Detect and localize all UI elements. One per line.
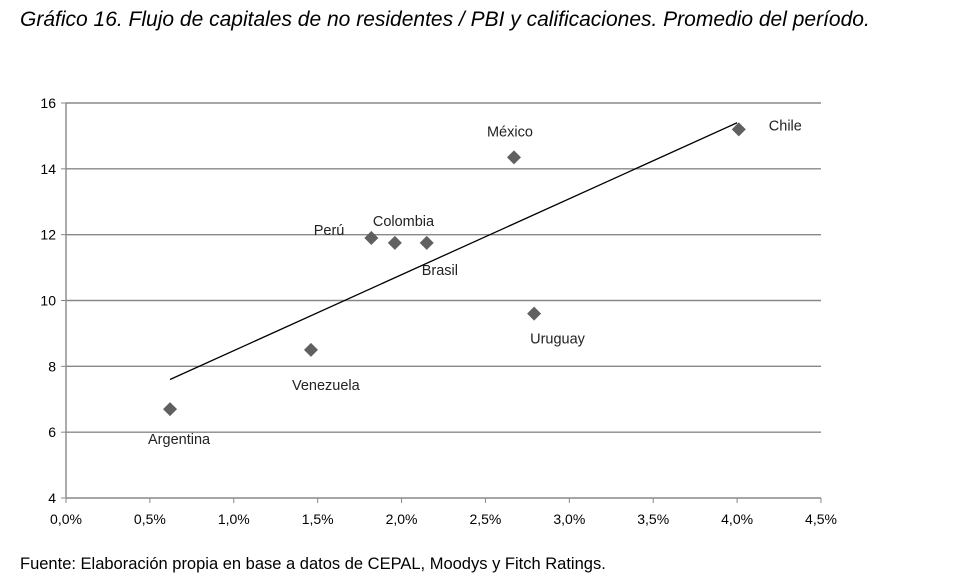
x-tick-label: 2,0% (386, 511, 418, 527)
x-tick-label: 3,0% (553, 511, 585, 527)
point-label: Colombia (373, 214, 435, 230)
point-label: Brasil (422, 263, 458, 279)
data-point-peru (364, 230, 379, 245)
y-tick-label: 14 (40, 161, 56, 177)
point-label: Chile (769, 118, 802, 134)
point-label: Uruguay (530, 332, 586, 348)
data-point-argentina (163, 402, 178, 417)
x-tick-label: 0,0% (50, 511, 82, 527)
data-point-brasil (419, 235, 434, 250)
y-tick-label: 10 (40, 293, 56, 309)
point-label: Perú (314, 223, 345, 239)
y-tick-label: 6 (48, 424, 56, 440)
point-label: Venezuela (292, 378, 361, 394)
data-point-mexico (506, 150, 521, 165)
point-label: México (487, 124, 533, 140)
x-tick-label: 0,5% (134, 511, 166, 527)
x-tick-label: 2,5% (469, 511, 501, 527)
data-point-uruguay (527, 306, 542, 321)
data-point-venezuela (303, 342, 318, 357)
y-tick-label: 12 (40, 227, 56, 243)
x-tick-label: 4,5% (805, 511, 837, 527)
y-tick-label: 8 (48, 358, 56, 374)
x-tick-label: 4,0% (721, 511, 753, 527)
x-tick-label: 1,5% (302, 511, 334, 527)
data-point-colombia (387, 235, 402, 250)
chart-title: Gráfico 16. Flujo de capitales de no res… (20, 8, 870, 31)
point-label: Argentina (148, 432, 211, 448)
x-tick-label: 1,0% (218, 511, 250, 527)
data-point-chile (731, 122, 746, 137)
y-tick-label: 4 (48, 490, 56, 506)
x-tick-label: 3,5% (637, 511, 669, 527)
y-tick-label: 16 (40, 95, 56, 111)
source-note: Fuente: Elaboración propia en base a dat… (20, 555, 606, 573)
trendline (169, 122, 738, 381)
